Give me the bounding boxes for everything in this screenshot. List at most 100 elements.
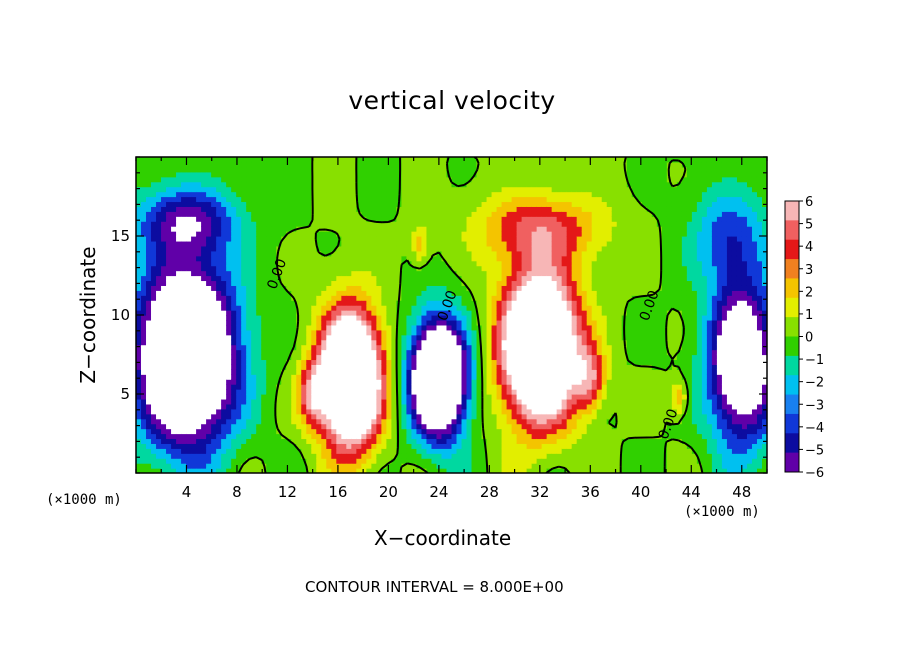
field-cell	[506, 245, 513, 252]
field-cell	[511, 354, 518, 361]
field-cell	[306, 418, 312, 425]
field-cell	[256, 250, 262, 257]
field-cell	[311, 319, 317, 326]
field-cell	[376, 206, 382, 212]
field-cell	[451, 413, 458, 420]
field-cell	[276, 324, 282, 331]
field-cell	[366, 196, 372, 203]
field-cell	[501, 245, 508, 252]
field-cell	[456, 305, 463, 311]
field-cell	[171, 334, 177, 341]
field-cell	[166, 394, 172, 400]
field-cell	[306, 354, 312, 361]
field-cell	[191, 364, 197, 370]
field-cell	[271, 408, 277, 415]
field-cell	[461, 221, 468, 227]
field-cell	[201, 240, 207, 247]
field-cell	[251, 191, 257, 198]
field-cell	[351, 423, 357, 430]
field-cell	[211, 394, 217, 400]
field-cell	[506, 344, 513, 351]
field-cell	[171, 394, 177, 400]
field-cell	[231, 290, 237, 296]
field-cell	[406, 433, 413, 440]
field-cell	[516, 216, 523, 222]
field-cell	[291, 398, 297, 405]
field-cell	[136, 181, 142, 188]
field-cell	[241, 413, 247, 420]
field-cell	[361, 468, 367, 473]
field-cell	[421, 433, 428, 440]
field-cell	[431, 186, 438, 193]
field-cell	[346, 389, 352, 395]
field-cell	[156, 270, 162, 277]
field-cell	[341, 201, 347, 207]
field-cell	[351, 433, 357, 440]
field-cell	[176, 236, 182, 242]
field-cell	[161, 403, 167, 410]
field-cell	[456, 206, 463, 212]
field-cell	[201, 394, 207, 400]
field-cell	[201, 403, 207, 410]
field-cell	[521, 186, 528, 193]
field-cell	[271, 394, 277, 400]
field-cell	[311, 171, 317, 178]
field-cell	[326, 349, 332, 356]
field-cell	[421, 181, 428, 188]
field-cell	[466, 191, 473, 198]
field-cell	[236, 334, 242, 341]
field-cell	[316, 240, 322, 247]
field-cell	[501, 369, 508, 375]
field-cell	[386, 389, 393, 395]
field-cell	[196, 423, 202, 430]
field-cell	[291, 191, 297, 198]
field-cell	[151, 216, 157, 222]
field-cell	[471, 354, 478, 361]
field-cell	[511, 310, 518, 316]
field-cell	[426, 428, 433, 435]
field-cell	[156, 369, 162, 375]
field-cell	[271, 191, 277, 198]
field-cell	[251, 408, 257, 415]
field-cell	[466, 305, 473, 311]
field-cell	[301, 448, 307, 454]
field-cell	[351, 181, 357, 188]
field-cell	[331, 354, 337, 361]
field-cell	[291, 285, 297, 291]
field-cell	[411, 394, 418, 400]
field-cell	[236, 428, 242, 435]
field-cell	[356, 176, 362, 183]
field-cell	[136, 458, 142, 464]
field-cell	[501, 181, 508, 188]
field-cell	[396, 319, 403, 326]
field-cell	[276, 423, 282, 430]
field-cell	[396, 265, 403, 272]
field-cell	[241, 354, 247, 361]
field-cell	[521, 398, 528, 405]
field-cell	[506, 250, 513, 257]
field-cell	[411, 305, 418, 311]
field-cell	[176, 458, 182, 464]
field-cell	[211, 310, 217, 316]
field-cell	[511, 408, 518, 415]
field-cell	[336, 315, 342, 321]
field-cell	[476, 344, 483, 351]
field-cell	[166, 433, 172, 440]
field-cell	[381, 433, 387, 440]
field-cell	[326, 423, 332, 430]
field-cell	[371, 236, 377, 242]
field-cell	[406, 166, 413, 173]
field-cell	[416, 310, 423, 316]
field-cell	[236, 236, 242, 242]
field-cell	[471, 438, 478, 444]
field-cell	[301, 171, 307, 178]
field-cell	[441, 344, 448, 351]
field-cell	[371, 201, 377, 207]
field-cell	[521, 250, 528, 257]
field-cell	[496, 329, 503, 336]
field-cell	[406, 369, 413, 375]
field-cell	[511, 201, 518, 207]
field-cell	[221, 231, 227, 237]
field-cell	[451, 196, 458, 203]
field-cell	[496, 438, 503, 444]
